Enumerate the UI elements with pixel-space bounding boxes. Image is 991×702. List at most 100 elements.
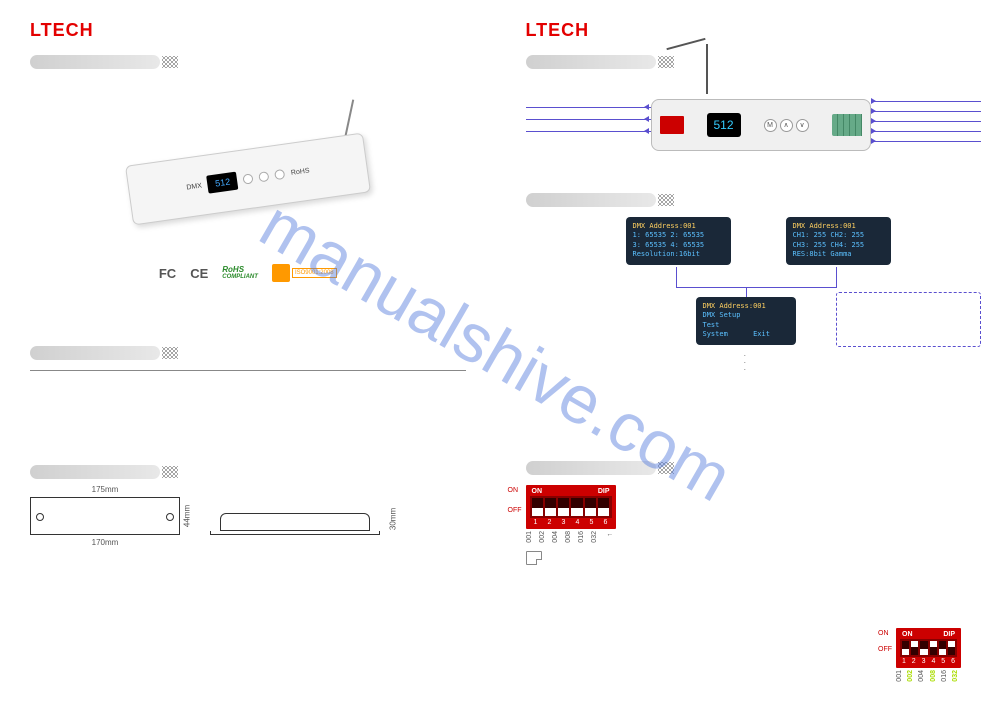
dip-header: ON DIP (900, 631, 957, 639)
fcc-icon: FC (159, 266, 176, 281)
section-bar-5 (526, 193, 656, 207)
left-page: LTECH DMX 512 RoHS FC CE RoHS COMPLIANT (0, 0, 496, 702)
wire-line (526, 107, 651, 108)
dashed-placeholder-box (836, 292, 981, 347)
dip-header: ON DIP (530, 488, 612, 496)
device-rohs-label: RoHS (290, 167, 309, 177)
arrow-icon (871, 98, 876, 104)
menu-line: DMX Address:001 (793, 222, 884, 231)
dip-value: 008 (565, 531, 576, 543)
wire-line (871, 121, 981, 122)
iso-label-box: ISO9001:2008 (292, 268, 337, 278)
dip-slot (558, 498, 569, 516)
dim-label: 170mm (92, 538, 119, 547)
dip-value: 016 (578, 531, 589, 543)
tree-connector (676, 287, 837, 288)
menu-line: DMX Setup (703, 311, 789, 320)
dip-num: 1 (900, 658, 908, 665)
dip-on-text: ON (532, 488, 543, 495)
dip-num: 1 (530, 519, 542, 526)
dip-slot (545, 498, 556, 516)
menu-line: RES:8bit Gamma (793, 250, 884, 259)
dip-switch-main: ON OFF ON DIP (526, 485, 616, 543)
dip-switch-icon (660, 116, 684, 134)
note-icon (526, 551, 542, 565)
wire-line (526, 131, 651, 132)
menu-line: 1: 65535 2: 65535 (633, 231, 724, 240)
dip-value: 016 (941, 670, 950, 682)
dip-num: 4 (572, 519, 584, 526)
menu-line: System Exit (703, 330, 789, 339)
dim-label: 30mm (388, 508, 397, 530)
tree-connector (746, 287, 747, 297)
menu-screen-3: DMX Address:001 DMX Setup Test System Ex… (696, 297, 796, 345)
dip-num: 6 (600, 519, 612, 526)
wiring-diagram: 512 M ∧ ∨ (526, 79, 962, 179)
iso-label: ISO9001:2008 (295, 270, 334, 276)
dip-slots (530, 496, 612, 518)
arrow-icon (644, 116, 649, 122)
device-button-icon (258, 171, 269, 182)
dip-slot (598, 498, 609, 516)
rohs-text-1: RoHS (222, 266, 258, 274)
dip-off-label: OFF (508, 507, 522, 514)
arrow-icon: ← (604, 531, 615, 543)
menu-tree-diagram: DMX Address:001 1: 65535 2: 65535 3: 655… (526, 217, 962, 387)
dip-values: 001 002 004 008 016 032 (896, 670, 961, 682)
tree-connector (676, 267, 677, 287)
section-bar-6 (526, 461, 656, 475)
dip-num: 2 (544, 519, 556, 526)
dip-num: 6 (949, 658, 957, 665)
arrow-icon (871, 118, 876, 124)
page-container: LTECH DMX 512 RoHS FC CE RoHS COMPLIANT (0, 0, 991, 702)
dip-value: 001 (896, 670, 905, 682)
dip-switch-example: ON OFF ON DIP 1 2 3 (896, 628, 961, 682)
dim-label: 175mm (92, 485, 119, 494)
ellipsis-vertical-icon: ··· (744, 352, 747, 374)
dip-on-label: ON (878, 630, 889, 637)
dip-slot (585, 498, 596, 516)
arrow-icon (871, 128, 876, 134)
rohs-text-2: COMPLIANT (222, 274, 258, 280)
dip-numbers: 1 2 3 4 5 6 (530, 518, 612, 526)
dip-value: 032 (591, 531, 602, 543)
down-button: ∨ (796, 119, 809, 132)
wire-line (871, 141, 981, 142)
section-bar-4 (526, 55, 656, 69)
menu-line: Resolution:16bit (633, 250, 724, 259)
antenna-icon (706, 44, 708, 94)
dip-slot (939, 641, 946, 655)
button-group: M ∧ ∨ (764, 119, 809, 132)
rohs-badge: RoHS COMPLIANT (222, 266, 258, 280)
device-button-icon (243, 173, 254, 184)
dip-slot (532, 498, 543, 516)
wire-line (871, 131, 981, 132)
dip-slot (571, 498, 582, 516)
menu-button: M (764, 119, 777, 132)
terminal-block-icon (832, 114, 862, 136)
section-bar-1 (30, 55, 160, 69)
device-illustration: DMX 512 RoHS (118, 119, 378, 239)
dip-value: 001 (526, 531, 537, 543)
side-view-shape (220, 513, 370, 531)
iso-square-icon (272, 264, 290, 282)
iso-badge: ISO9001:2008 (272, 264, 337, 282)
side-view-base (210, 531, 380, 535)
dip-slot (920, 641, 927, 655)
dip-value: 004 (918, 670, 927, 682)
dip-dip-text: DIP (943, 631, 955, 638)
dip-slot (948, 641, 955, 655)
menu-screen-2: DMX Address:001 CH1: 255 CH2: 255 CH3: 2… (786, 217, 891, 265)
device-screen: 512 (206, 172, 238, 194)
wire-line (526, 119, 651, 120)
menu-line: Test (703, 321, 789, 330)
device-model-label: DMX (186, 182, 202, 191)
wired-device: 512 M ∧ ∨ (651, 99, 871, 151)
menu-line: 3: 65535 4: 65535 (633, 241, 724, 250)
device-screen: 512 (707, 113, 741, 137)
menu-line: DMX Address:001 (633, 222, 724, 231)
wire-line (871, 101, 981, 102)
dip-numbers: 1 2 3 4 5 6 (900, 657, 957, 665)
dimension-top-view: 175mm 170mm 44mm (30, 497, 180, 535)
dip-on-label: ON (508, 487, 519, 494)
